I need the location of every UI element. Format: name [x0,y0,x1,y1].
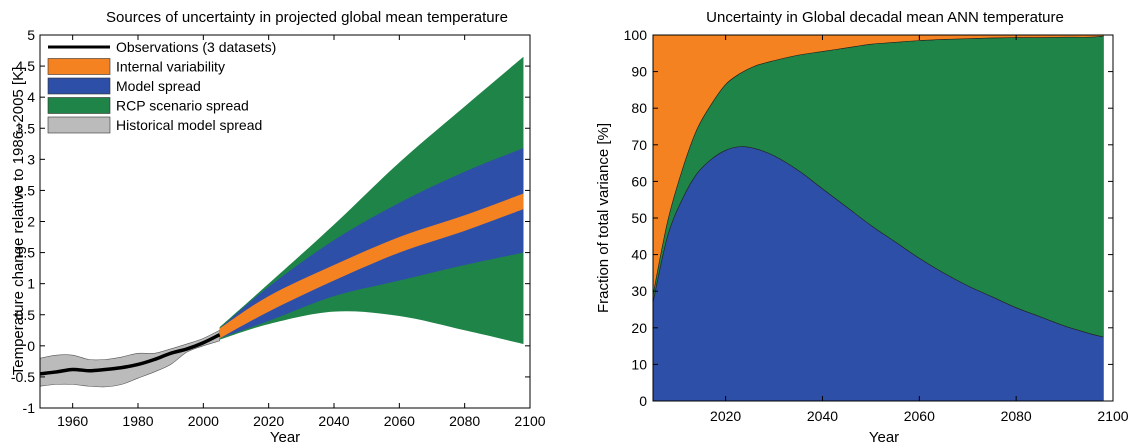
y-tick-label: 3 [27,151,35,167]
y-tick-label: 70 [631,137,647,153]
y-tick-label: 20 [631,320,647,336]
legend-item-model-spread: Model spread [47,77,201,95]
legend-item-historical-model-spread: Historical model spread [47,116,262,134]
y-tick-label: 0.5 [16,307,36,323]
right-y-axis: 0 10 20 30 40 50 60 70 80 90 100 [624,27,1113,409]
y-tick-label: 40 [631,247,647,263]
y-tick-label: 10 [631,356,647,372]
x-tick-label: 2020 [253,413,284,429]
left-legend: Observations (3 datasets) Internal variab… [47,39,276,134]
y-tick-label: -1 [23,400,36,416]
x-tick-label: 2100 [514,413,545,429]
legend-label: Historical model spread [116,117,262,133]
right-chart-title: Uncertainty in Global decadal mean ANN t… [706,9,1064,26]
x-tick-label: 2000 [188,413,219,429]
y-tick-label: 0 [639,393,647,409]
left-chart-title: Sources of uncertainty in projected glob… [106,9,508,26]
left-plot-area [39,56,524,388]
x-tick-label: 2080 [449,413,480,429]
left-y-axis-label: Temperature change relative to 1986–2005… [10,67,27,376]
y-tick-label: 3.5 [16,120,36,136]
y-tick-label: 60 [631,173,647,189]
right-y-axis-label: Fraction of total variance [%] [595,123,612,313]
y-tick-label: 50 [631,210,647,226]
right-chart: Uncertainty in Global decadal mean ANN t… [595,9,1129,446]
left-x-axis-label: Year [270,429,300,446]
legend-swatch [47,116,111,134]
y-tick-label: 1.5 [16,245,36,261]
x-tick-label: 1980 [122,413,153,429]
y-tick-label: 90 [631,64,647,80]
right-plot-area [652,34,1104,402]
legend-label: Model spread [116,78,201,94]
y-tick-label: -0.5 [11,369,35,385]
left-x-axis: 1960 1980 2000 2020 2040 2060 2080 2100 [57,35,546,429]
legend-label: Internal variability [116,59,225,75]
right-x-axis: 2020 2040 2060 2080 2100 [710,35,1129,424]
y-tick-label: 4.5 [16,58,36,74]
legend-label: RCP scenario spread [116,98,249,114]
legend-swatch [47,77,111,95]
x-tick-label: 2080 [1001,408,1032,424]
legend-item-observations-3-datasets: Observations (3 datasets) [48,39,276,55]
line-observations-3-datasets [39,333,221,376]
legend-swatch [47,97,111,114]
y-tick-label: 4 [27,89,35,105]
left-chart: Sources of uncertainty in projected glob… [10,9,546,446]
x-tick-label: 2020 [710,408,741,424]
x-tick-label: 2040 [318,413,349,429]
y-tick-label: 5 [27,27,35,43]
band-historical-model-spread [39,329,220,388]
x-tick-label: 2060 [384,413,415,429]
legend-swatch [47,58,111,75]
legend-item-internal-variability: Internal variability [47,58,225,75]
y-tick-label: 80 [631,100,647,116]
legend-label: Observations (3 datasets) [116,39,276,55]
band-internal-variability [219,193,524,339]
y-tick-label: 30 [631,283,647,299]
x-tick-label: 1960 [57,413,88,429]
left-y-axis: -1 -0.5 0 0.5 1 1.5 2 2.5 3 3.5 4 4.5 5 [11,27,530,416]
legend-item-rcp-scenario-spread: RCP scenario spread [47,97,249,114]
y-tick-label: 1 [27,276,35,292]
right-x-axis-label: Year [869,429,899,446]
x-tick-label: 2040 [807,408,838,424]
y-tick-label: 100 [624,27,648,43]
x-tick-label: 2060 [904,408,935,424]
y-tick-label: 0 [27,338,35,354]
y-tick-label: 2.5 [16,182,36,198]
x-tick-label: 2100 [1097,408,1128,424]
y-tick-label: 2 [27,214,35,230]
